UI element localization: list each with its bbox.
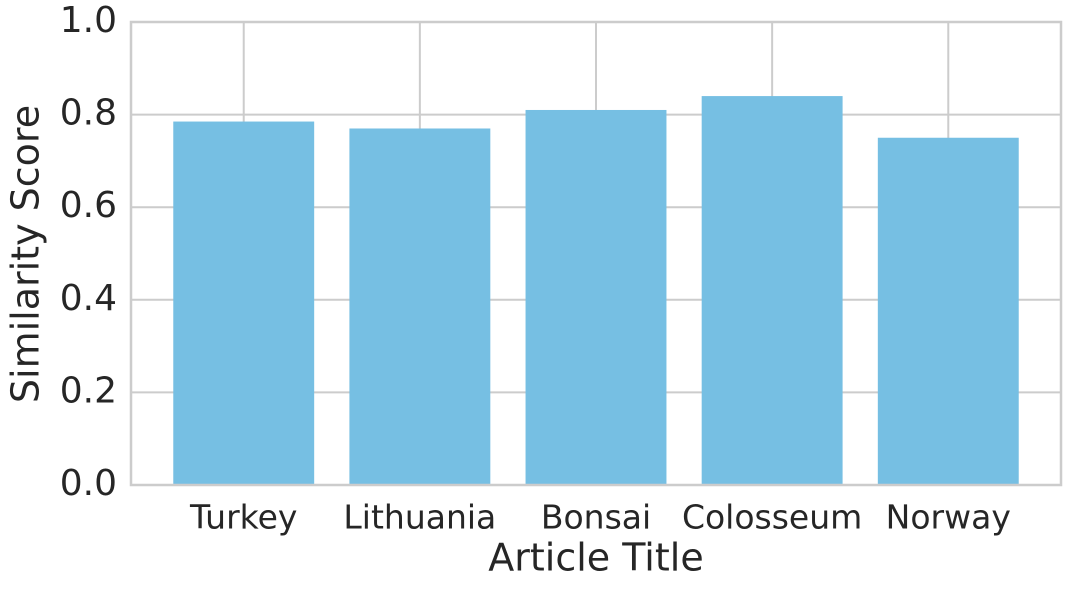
y-tick-label: 1.0 [60,0,117,41]
bar [349,128,491,486]
y-tick-label: 0.0 [60,463,117,504]
bar [877,137,1019,485]
plot-border [129,20,1063,487]
y-tick-label: 0.2 [60,370,117,411]
x-tick-label: Lithuania [343,498,496,537]
x-tick-label: Colosseum [682,498,862,537]
y-tick-label: 0.6 [60,185,117,226]
bar [173,121,315,486]
bar [525,109,667,485]
y-axis-title: Similarity Score [4,105,48,403]
x-tick-label: Norway [886,498,1011,537]
y-tick-label: 0.8 [60,93,117,134]
y-tick-label: 0.4 [60,278,117,319]
bar [701,96,843,485]
x-tick-label: Turkey [189,498,297,537]
x-axis-title: Article Title [488,536,703,580]
x-tick-label: Bonsai [541,498,651,537]
